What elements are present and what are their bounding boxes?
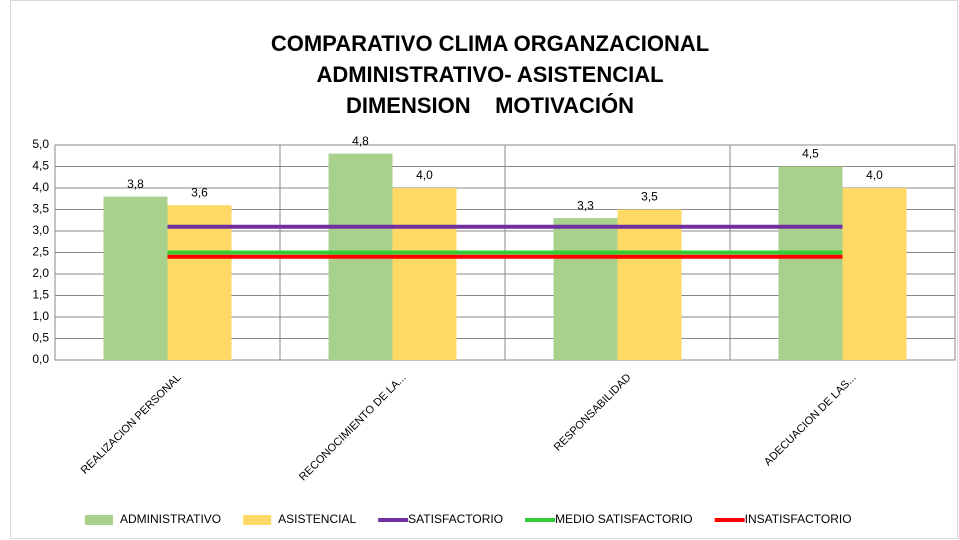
y-tick-label: 3,5 [32,202,49,216]
bar [553,218,618,360]
legend-label: MEDIO SATISFACTORIO [555,512,693,526]
value-label: 4,5 [802,147,819,161]
chart-title: DIMENSION MOTIVACIÓN [346,93,634,118]
value-label: 4,0 [416,168,433,182]
chart-title: COMPARATIVO CLIMA ORGANZACIONAL [271,31,709,56]
y-tick-label: 2,0 [32,266,49,280]
legend-label: ADMINISTRATIVO [120,512,221,526]
y-tick-label: 1,5 [32,288,49,302]
y-tick-label: 4,0 [32,180,49,194]
legend-swatch [243,515,272,525]
value-label: 4,8 [352,134,369,148]
value-label: 3,6 [191,185,208,199]
bar [392,188,457,360]
y-tick-label: 0,0 [32,352,49,366]
chart-title: ADMINISTRATIVO- ASISTENCIAL [316,62,663,87]
y-tick-label: 0,5 [32,331,49,345]
y-tick-label: 4,5 [32,159,49,173]
value-label: 3,3 [577,198,594,212]
bar [103,196,168,360]
y-tick-label: 1,0 [32,309,49,323]
value-label: 4,0 [866,168,883,182]
y-tick-label: 5,0 [32,137,49,151]
legend-label: ASISTENCIAL [278,512,356,526]
legend-swatch [85,515,113,525]
y-tick-label: 2,5 [32,245,49,259]
value-label: 3,8 [127,177,144,191]
bar [617,209,682,360]
legend-label: SATISFACTORIO [408,512,503,526]
legend-label: INSATISFACTORIO [745,512,852,526]
bar [778,166,843,360]
value-label: 3,5 [641,190,658,204]
bar [167,205,232,360]
y-tick-label: 3,0 [32,223,49,237]
bar [842,188,907,360]
